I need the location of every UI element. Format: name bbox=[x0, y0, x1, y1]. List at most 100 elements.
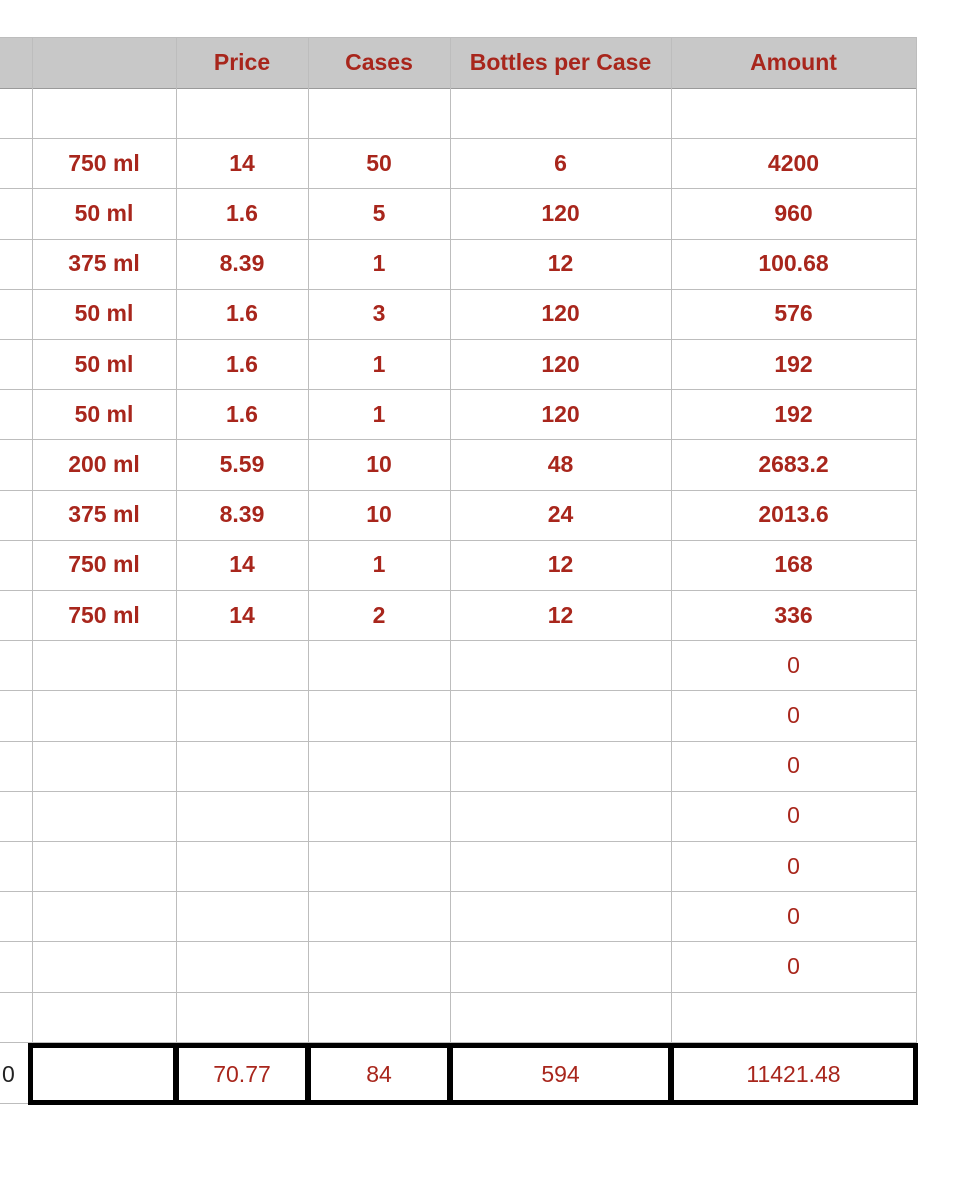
cell-price[interactable] bbox=[176, 941, 308, 991]
cell-amount[interactable]: 0 bbox=[787, 852, 800, 879]
cell-bottles-per-case[interactable] bbox=[450, 690, 671, 740]
cell-label[interactable] bbox=[32, 791, 176, 841]
header-amount[interactable]: Amount bbox=[750, 49, 837, 75]
cell-cases[interactable] bbox=[308, 941, 450, 991]
cell-price[interactable] bbox=[176, 841, 308, 891]
cell-price[interactable] bbox=[176, 88, 308, 138]
cell-bottles-per-case[interactable]: 12 bbox=[547, 551, 574, 578]
cell-label[interactable]: 50 ml bbox=[74, 300, 134, 327]
cell-cases[interactable] bbox=[308, 992, 450, 1042]
cell-label[interactable] bbox=[32, 941, 176, 991]
cell-amount[interactable]: 2013.6 bbox=[758, 501, 829, 528]
cell-price[interactable]: 1.6 bbox=[226, 400, 258, 427]
cell-price[interactable]: 1.6 bbox=[226, 300, 258, 327]
cell-cases[interactable]: 1 bbox=[372, 250, 386, 277]
total-amount[interactable]: 11421.48 bbox=[746, 1060, 841, 1087]
cell-price[interactable] bbox=[176, 640, 308, 690]
cell-amount[interactable]: 960 bbox=[774, 199, 813, 226]
cell-bottles-per-case[interactable]: 6 bbox=[554, 149, 567, 176]
total-label[interactable] bbox=[28, 1043, 178, 1105]
cell-cases[interactable] bbox=[308, 841, 450, 891]
cell-cases[interactable]: 1 bbox=[372, 551, 386, 578]
cell-cases[interactable] bbox=[308, 741, 450, 791]
cell-price[interactable]: 14 bbox=[229, 149, 255, 176]
cell-cases[interactable]: 1 bbox=[372, 350, 386, 377]
header-label[interactable] bbox=[32, 37, 176, 88]
cell-cases[interactable]: 5 bbox=[372, 199, 386, 226]
cell-price[interactable] bbox=[176, 992, 308, 1042]
cell-amount[interactable]: 0 bbox=[787, 651, 800, 678]
cell-label[interactable] bbox=[32, 690, 176, 740]
cell-bottles-per-case[interactable] bbox=[450, 841, 671, 891]
cell-bottles-per-case[interactable]: 120 bbox=[541, 400, 580, 427]
cell-bottles-per-case[interactable] bbox=[450, 88, 671, 138]
cell-amount[interactable]: 0 bbox=[787, 802, 800, 829]
cell-price[interactable]: 14 bbox=[229, 601, 255, 628]
total-bottles-per-case[interactable]: 594 bbox=[541, 1060, 580, 1087]
total-cases[interactable]: 84 bbox=[366, 1060, 392, 1087]
cell-cases[interactable] bbox=[308, 891, 450, 941]
cell-price[interactable]: 8.39 bbox=[219, 250, 265, 277]
cell-bottles-per-case[interactable] bbox=[450, 640, 671, 690]
cell-price[interactable] bbox=[176, 891, 308, 941]
cell-bottles-per-case[interactable] bbox=[450, 941, 671, 991]
cell-price[interactable]: 1.6 bbox=[226, 199, 258, 226]
total-price[interactable]: 70.77 bbox=[213, 1060, 271, 1087]
cell-price[interactable] bbox=[176, 690, 308, 740]
cell-amount[interactable]: 0 bbox=[787, 701, 800, 728]
cell-cases[interactable]: 10 bbox=[366, 501, 392, 528]
cell-amount[interactable]: 100.68 bbox=[758, 250, 829, 277]
cell-label[interactable]: 750 ml bbox=[68, 601, 140, 628]
cell-label[interactable]: 50 ml bbox=[74, 400, 134, 427]
cell-bottles-per-case[interactable] bbox=[450, 992, 671, 1042]
cell-label[interactable]: 200 ml bbox=[68, 450, 140, 477]
cell-price[interactable]: 8.39 bbox=[219, 501, 265, 528]
cell-bottles-per-case[interactable]: 12 bbox=[547, 601, 574, 628]
header-price[interactable]: Price bbox=[213, 49, 271, 75]
cell-cases[interactable] bbox=[308, 690, 450, 740]
cell-bottles-per-case[interactable] bbox=[450, 791, 671, 841]
cell-label[interactable] bbox=[32, 88, 176, 138]
cell-amount[interactable]: 2683.2 bbox=[758, 450, 829, 477]
cell-amount[interactable] bbox=[671, 992, 916, 1042]
cell-amount[interactable]: 576 bbox=[774, 300, 813, 327]
cell-amount[interactable]: 0 bbox=[787, 752, 800, 779]
cell-bottles-per-case[interactable]: 24 bbox=[547, 501, 574, 528]
header-bottles-per-case[interactable]: Bottles per Case bbox=[469, 49, 652, 75]
cell-label[interactable] bbox=[32, 891, 176, 941]
cell-label[interactable] bbox=[32, 841, 176, 891]
header-cases[interactable]: Cases bbox=[345, 49, 413, 75]
cell-amount[interactable]: 4200 bbox=[767, 149, 820, 176]
cell-amount[interactable] bbox=[671, 88, 916, 138]
cell-amount[interactable]: 336 bbox=[774, 601, 813, 628]
cell-cases[interactable]: 1 bbox=[372, 400, 386, 427]
cell-cases[interactable] bbox=[308, 640, 450, 690]
cell-cases[interactable] bbox=[308, 88, 450, 138]
cell-amount[interactable]: 0 bbox=[787, 902, 800, 929]
cell-cases[interactable]: 3 bbox=[372, 300, 386, 327]
cell-bottles-per-case[interactable]: 120 bbox=[541, 300, 580, 327]
cell-cases[interactable]: 10 bbox=[366, 450, 392, 477]
cell-label[interactable]: 50 ml bbox=[74, 199, 134, 226]
cell-bottles-per-case[interactable]: 120 bbox=[541, 350, 580, 377]
cell-label[interactable]: 50 ml bbox=[74, 350, 134, 377]
cell-amount[interactable]: 192 bbox=[774, 350, 813, 377]
cell-price[interactable] bbox=[176, 791, 308, 841]
cell-amount[interactable]: 0 bbox=[787, 952, 800, 979]
cell-label[interactable]: 750 ml bbox=[68, 149, 140, 176]
cell-bottles-per-case[interactable] bbox=[450, 741, 671, 791]
cell-amount[interactable]: 192 bbox=[774, 400, 813, 427]
cell-bottles-per-case[interactable]: 48 bbox=[547, 450, 574, 477]
total-left-edge-value[interactable]: 0 bbox=[2, 1060, 15, 1087]
cell-label[interactable]: 375 ml bbox=[68, 501, 140, 528]
cell-amount[interactable]: 168 bbox=[774, 551, 813, 578]
cell-price[interactable]: 1.6 bbox=[226, 350, 258, 377]
cell-bottles-per-case[interactable]: 120 bbox=[541, 199, 580, 226]
cell-price[interactable] bbox=[176, 741, 308, 791]
cell-label[interactable]: 750 ml bbox=[68, 551, 140, 578]
cell-bottles-per-case[interactable] bbox=[450, 891, 671, 941]
cell-cases[interactable]: 50 bbox=[366, 149, 392, 176]
cell-price[interactable]: 5.59 bbox=[219, 450, 265, 477]
cell-bottles-per-case[interactable]: 12 bbox=[547, 250, 574, 277]
cell-cases[interactable]: 2 bbox=[372, 601, 386, 628]
